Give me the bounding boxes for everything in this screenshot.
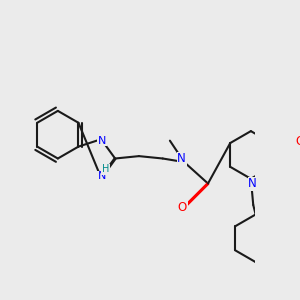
Text: O: O	[296, 135, 300, 148]
Text: N: N	[98, 136, 106, 146]
Text: N: N	[248, 177, 257, 190]
Text: O: O	[178, 201, 187, 214]
Text: N: N	[98, 171, 106, 181]
Text: H: H	[102, 164, 109, 174]
Text: N: N	[177, 152, 186, 165]
